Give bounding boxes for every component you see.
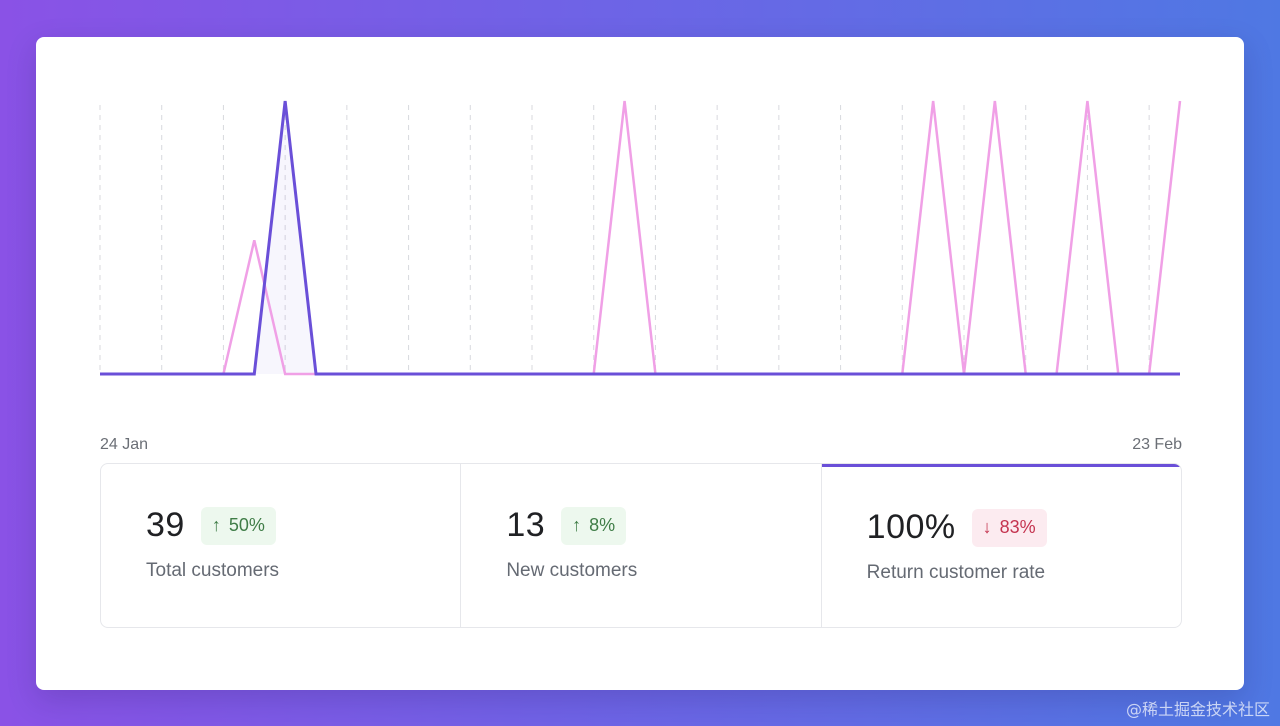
arrow-up-icon: ↑ <box>211 515 221 535</box>
x-axis-end-label: 23 Feb <box>1132 436 1182 453</box>
arrow-up-icon: ↑ <box>572 515 582 535</box>
secondary-series-line <box>100 100 1182 376</box>
stat-label: Return customer rate <box>866 562 1046 583</box>
x-axis-start-label: 24 Jan <box>100 436 149 453</box>
stat-new-customers[interactable]: 13 ↑ 8% New customers <box>461 464 822 627</box>
stats-panel: 39 ↑ 50% Total customers 13 ↑ 8% New cus… <box>100 463 1182 628</box>
stat-label: New customers <box>506 560 638 581</box>
change-badge: ↑ 8% <box>561 506 627 545</box>
change-badge: ↑ 50% <box>200 506 276 545</box>
stat-total-customers[interactable]: 39 ↑ 50% Total customers <box>101 464 462 627</box>
line-chart <box>99 100 1182 376</box>
arrow-down-icon: ↓ <box>982 517 992 537</box>
stat-return-customer-rate[interactable]: 100% ↓ 83% Return customer rate <box>821 464 1181 627</box>
primary-series-line <box>100 100 1180 376</box>
stat-value: 13 <box>506 506 546 544</box>
change-value: 50% <box>228 515 265 535</box>
watermark: @稀土掘金技术社区 <box>1125 700 1270 719</box>
change-badge: ↓ 83% <box>971 508 1047 547</box>
stat-top: 100% ↓ 83% <box>867 508 1047 547</box>
stat-value: 100% <box>866 508 956 546</box>
change-value: 8% <box>589 515 616 535</box>
change-value: 83% <box>999 517 1036 537</box>
stat-label: Total customers <box>146 560 280 581</box>
stat-top: 13 ↑ 8% <box>506 506 627 545</box>
stat-value: 39 <box>146 506 185 544</box>
stat-top: 39 ↑ 50% <box>146 506 276 545</box>
dashboard-card: 24 Jan 23 Feb 39 ↑ 50% Total customers 1… <box>36 37 1244 690</box>
